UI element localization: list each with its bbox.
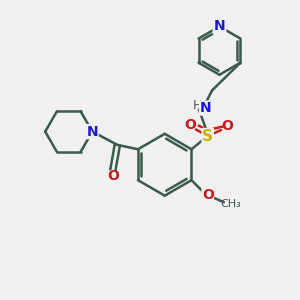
- Text: O: O: [202, 188, 214, 202]
- Text: H: H: [193, 100, 202, 112]
- Text: O: O: [184, 118, 196, 132]
- Text: O: O: [107, 169, 119, 183]
- Text: O: O: [221, 119, 233, 133]
- Text: CH₃: CH₃: [220, 199, 241, 209]
- Text: N: N: [200, 101, 211, 115]
- Text: N: N: [86, 124, 98, 139]
- Text: S: S: [202, 128, 213, 143]
- Text: N: N: [214, 20, 225, 34]
